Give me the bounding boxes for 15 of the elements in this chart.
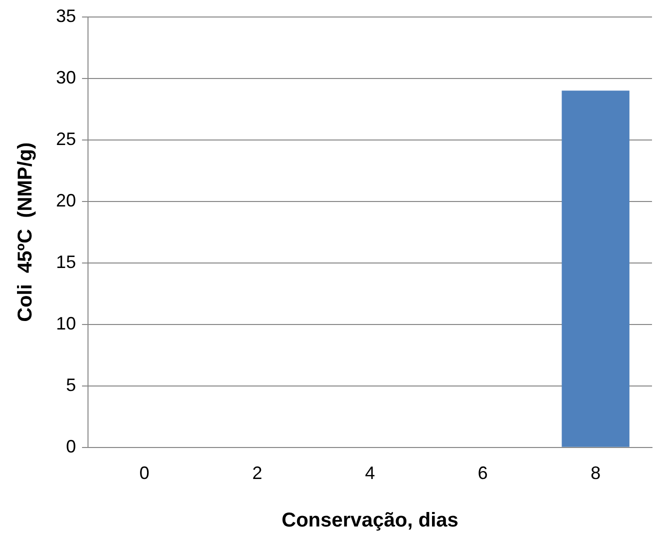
y-tick-label: 0 bbox=[66, 436, 76, 456]
x-tick-label: 4 bbox=[365, 463, 376, 484]
x-tick-label: 0 bbox=[139, 463, 150, 484]
y-axis-title: Coli 45ºC (NMP/g) bbox=[14, 142, 37, 322]
x-tick-label: 6 bbox=[478, 463, 488, 484]
x-tick-label: 8 bbox=[590, 463, 601, 484]
y-tick-label: 30 bbox=[56, 67, 76, 88]
y-tick-label: 35 bbox=[56, 6, 76, 26]
x-tick-label: 2 bbox=[252, 463, 262, 484]
y-tick-label: 15 bbox=[56, 252, 76, 272]
y-tick-label: 5 bbox=[66, 374, 76, 395]
y-tick-label: 10 bbox=[56, 313, 76, 334]
x-axis-title: Conservação, dias bbox=[282, 510, 458, 532]
y-tick-label: 25 bbox=[56, 128, 76, 149]
y-tick-label: 20 bbox=[56, 190, 76, 210]
